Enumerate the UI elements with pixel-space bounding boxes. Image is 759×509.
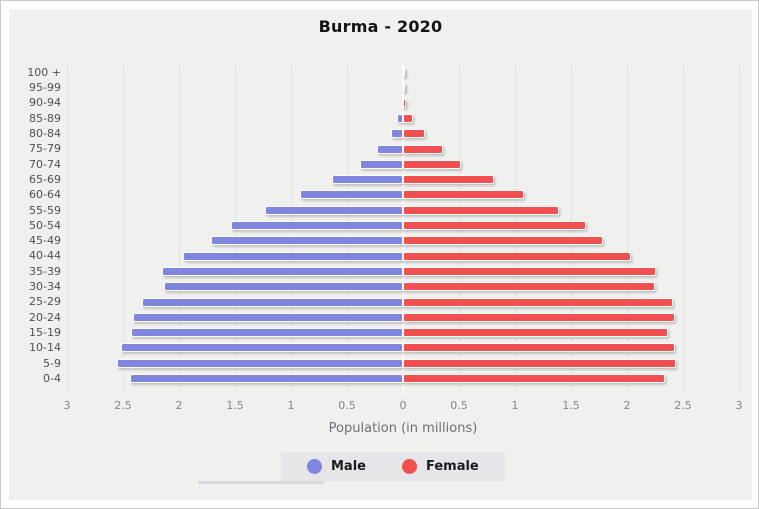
female-bar (403, 266, 657, 276)
age-group-label: 25-29 (29, 295, 61, 309)
female-bar (403, 297, 673, 307)
female-bar (403, 175, 494, 185)
age-group-label: 40-44 (29, 249, 61, 263)
male-bar (390, 129, 403, 139)
gridline (179, 65, 180, 393)
male-swatch-icon (307, 459, 322, 474)
gridline (683, 65, 684, 393)
x-tick-label: 1 (511, 399, 519, 412)
age-group-label: 65-69 (29, 172, 61, 186)
female-bar (403, 129, 426, 139)
x-tick-label: 0.5 (338, 399, 356, 412)
pyramid-plot (67, 65, 740, 393)
female-bar (403, 282, 655, 292)
age-group-label: 50-54 (29, 218, 61, 232)
male-bar (299, 190, 403, 200)
x-tick-label: 2 (623, 399, 631, 412)
age-group-label: 15-19 (29, 325, 61, 339)
age-group-label: 100 + (27, 65, 61, 79)
legend-item-female: Female (401, 459, 479, 474)
x-tick-label: 3 (63, 399, 71, 412)
male-bar (230, 221, 403, 230)
male-bar (211, 236, 403, 246)
x-tick-label: 0.5 (450, 399, 468, 412)
age-group-label: 75-79 (29, 142, 61, 156)
x-tick-label: 1.5 (226, 399, 244, 412)
age-group-label: 60-64 (29, 188, 61, 202)
female-bar (403, 374, 666, 383)
age-group-label: 95-99 (29, 81, 61, 95)
female-bar (403, 190, 524, 200)
female-bar (403, 205, 559, 215)
male-bar (130, 328, 403, 338)
female-bar (403, 113, 414, 123)
age-group-label: 0-4 (43, 371, 61, 385)
age-group-label: 55-59 (29, 203, 61, 217)
x-tick-label: 3 (735, 399, 743, 412)
legend: Male Female (281, 452, 505, 481)
chart-canvas: Burma - 2020 100 + 95-99 90-94 85-89 80-84 75… (9, 9, 752, 500)
legend-label-female: Female (425, 459, 479, 474)
female-bar (403, 159, 462, 169)
male-bar (265, 205, 403, 215)
male-bar (142, 297, 403, 307)
x-tick-label: 2.5 (114, 399, 132, 412)
x-tick-label: 1 (287, 399, 295, 412)
age-group-label: 5-9 (43, 356, 61, 370)
male-bar (162, 266, 403, 276)
male-bar (332, 175, 403, 185)
age-group-label: 85-89 (29, 111, 61, 125)
age-group-label: 30-34 (29, 280, 61, 294)
female-bar (403, 221, 586, 230)
female-bar (403, 83, 405, 93)
female-bar (403, 236, 604, 246)
age-group-label: 80-84 (29, 127, 61, 141)
male-bar (120, 343, 403, 353)
male-bar (117, 358, 403, 368)
female-bar (403, 68, 405, 77)
gridline (739, 65, 740, 393)
chart-title: Burma - 2020 (318, 17, 443, 36)
male-bar (164, 282, 403, 292)
x-tick-label: 1.5 (562, 399, 580, 412)
x-tick-label: 0 (399, 399, 407, 412)
male-bar (397, 113, 403, 123)
female-bar (403, 312, 676, 322)
x-axis-ticks: 3 2.5 2 1.5 1 0.5 0 0.5 1 1.5 2 2.5 3 (64, 399, 743, 415)
female-swatch-icon (401, 459, 417, 474)
female-bar (403, 328, 669, 338)
female-bar (403, 343, 676, 353)
legend-label-male: Male (331, 459, 366, 474)
x-tick-label: 2 (175, 399, 183, 412)
age-group-label: 10-14 (29, 341, 61, 355)
x-axis-label: Population (in millions) (328, 421, 478, 436)
female-bar (403, 98, 407, 108)
age-group-label: 35-39 (29, 264, 61, 278)
gridline (123, 65, 124, 393)
female-bar (403, 144, 444, 154)
female-bar (403, 251, 632, 261)
cropped-element-edge (198, 481, 324, 484)
x-tick-label: 2.5 (674, 399, 692, 412)
male-bar (377, 144, 403, 154)
male-bar (129, 374, 403, 383)
gridline (67, 65, 68, 393)
age-group-label: 45-49 (29, 234, 61, 248)
gridline (627, 65, 628, 393)
male-bar (183, 251, 403, 261)
female-bar (403, 358, 677, 368)
age-group-label: 90-94 (29, 96, 61, 110)
age-group-label: 20-24 (29, 310, 61, 324)
legend-item-male: Male (307, 459, 366, 474)
age-group-label: 70-74 (29, 157, 61, 171)
male-bar (360, 159, 403, 169)
male-bar (133, 312, 403, 322)
